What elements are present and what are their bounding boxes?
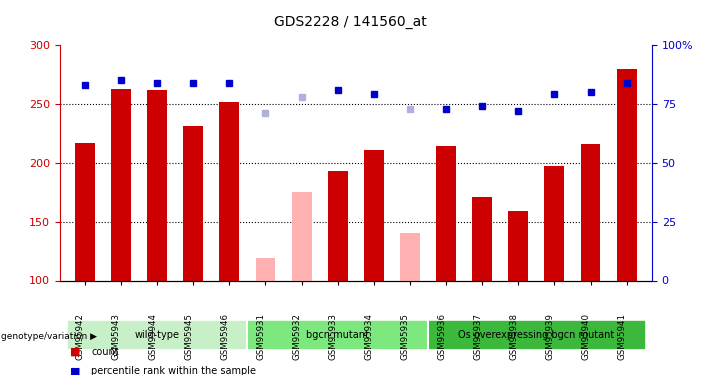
Text: count: count (91, 347, 118, 357)
Bar (292, 192, 311, 280)
Bar (147, 90, 167, 280)
Text: GSM95940: GSM95940 (582, 313, 590, 360)
Text: percentile rank within the sample: percentile rank within the sample (91, 366, 256, 375)
Text: ■: ■ (70, 366, 81, 375)
Bar (183, 126, 203, 280)
Text: GSM95937: GSM95937 (473, 313, 482, 360)
Text: genotype/variation ▶: genotype/variation ▶ (1, 332, 97, 341)
Bar (545, 166, 564, 280)
Text: GSM95935: GSM95935 (401, 313, 410, 360)
Bar (580, 144, 601, 280)
Text: GDS2228 / 141560_at: GDS2228 / 141560_at (274, 15, 427, 29)
Bar (436, 146, 456, 280)
Text: GSM95946: GSM95946 (220, 313, 229, 360)
Bar (472, 197, 492, 280)
Text: GSM95934: GSM95934 (365, 313, 374, 360)
Bar (328, 171, 348, 280)
Bar (400, 233, 420, 280)
Text: GSM95943: GSM95943 (112, 313, 121, 360)
Bar (219, 102, 239, 280)
Text: GSM95944: GSM95944 (148, 313, 157, 360)
Text: GSM95933: GSM95933 (329, 313, 338, 360)
Text: GSM95942: GSM95942 (76, 313, 85, 360)
Bar (111, 88, 131, 280)
Text: ■: ■ (70, 347, 81, 357)
Text: GSM95931: GSM95931 (257, 313, 266, 360)
Text: bgcn mutant: bgcn mutant (306, 330, 369, 339)
Text: Os overexpressing bgcn mutant: Os overexpressing bgcn mutant (458, 330, 615, 339)
Bar (364, 150, 383, 280)
Text: GSM95938: GSM95938 (510, 313, 518, 360)
Text: GSM95932: GSM95932 (292, 313, 301, 360)
Bar (75, 143, 95, 280)
Text: GSM95939: GSM95939 (545, 313, 554, 360)
Text: GSM95936: GSM95936 (437, 313, 446, 360)
Text: wild-type: wild-type (135, 330, 179, 339)
Text: GSM95945: GSM95945 (184, 313, 193, 360)
Bar (617, 69, 637, 280)
Bar (256, 258, 275, 280)
Text: GSM95941: GSM95941 (618, 313, 627, 360)
Bar (508, 211, 529, 280)
